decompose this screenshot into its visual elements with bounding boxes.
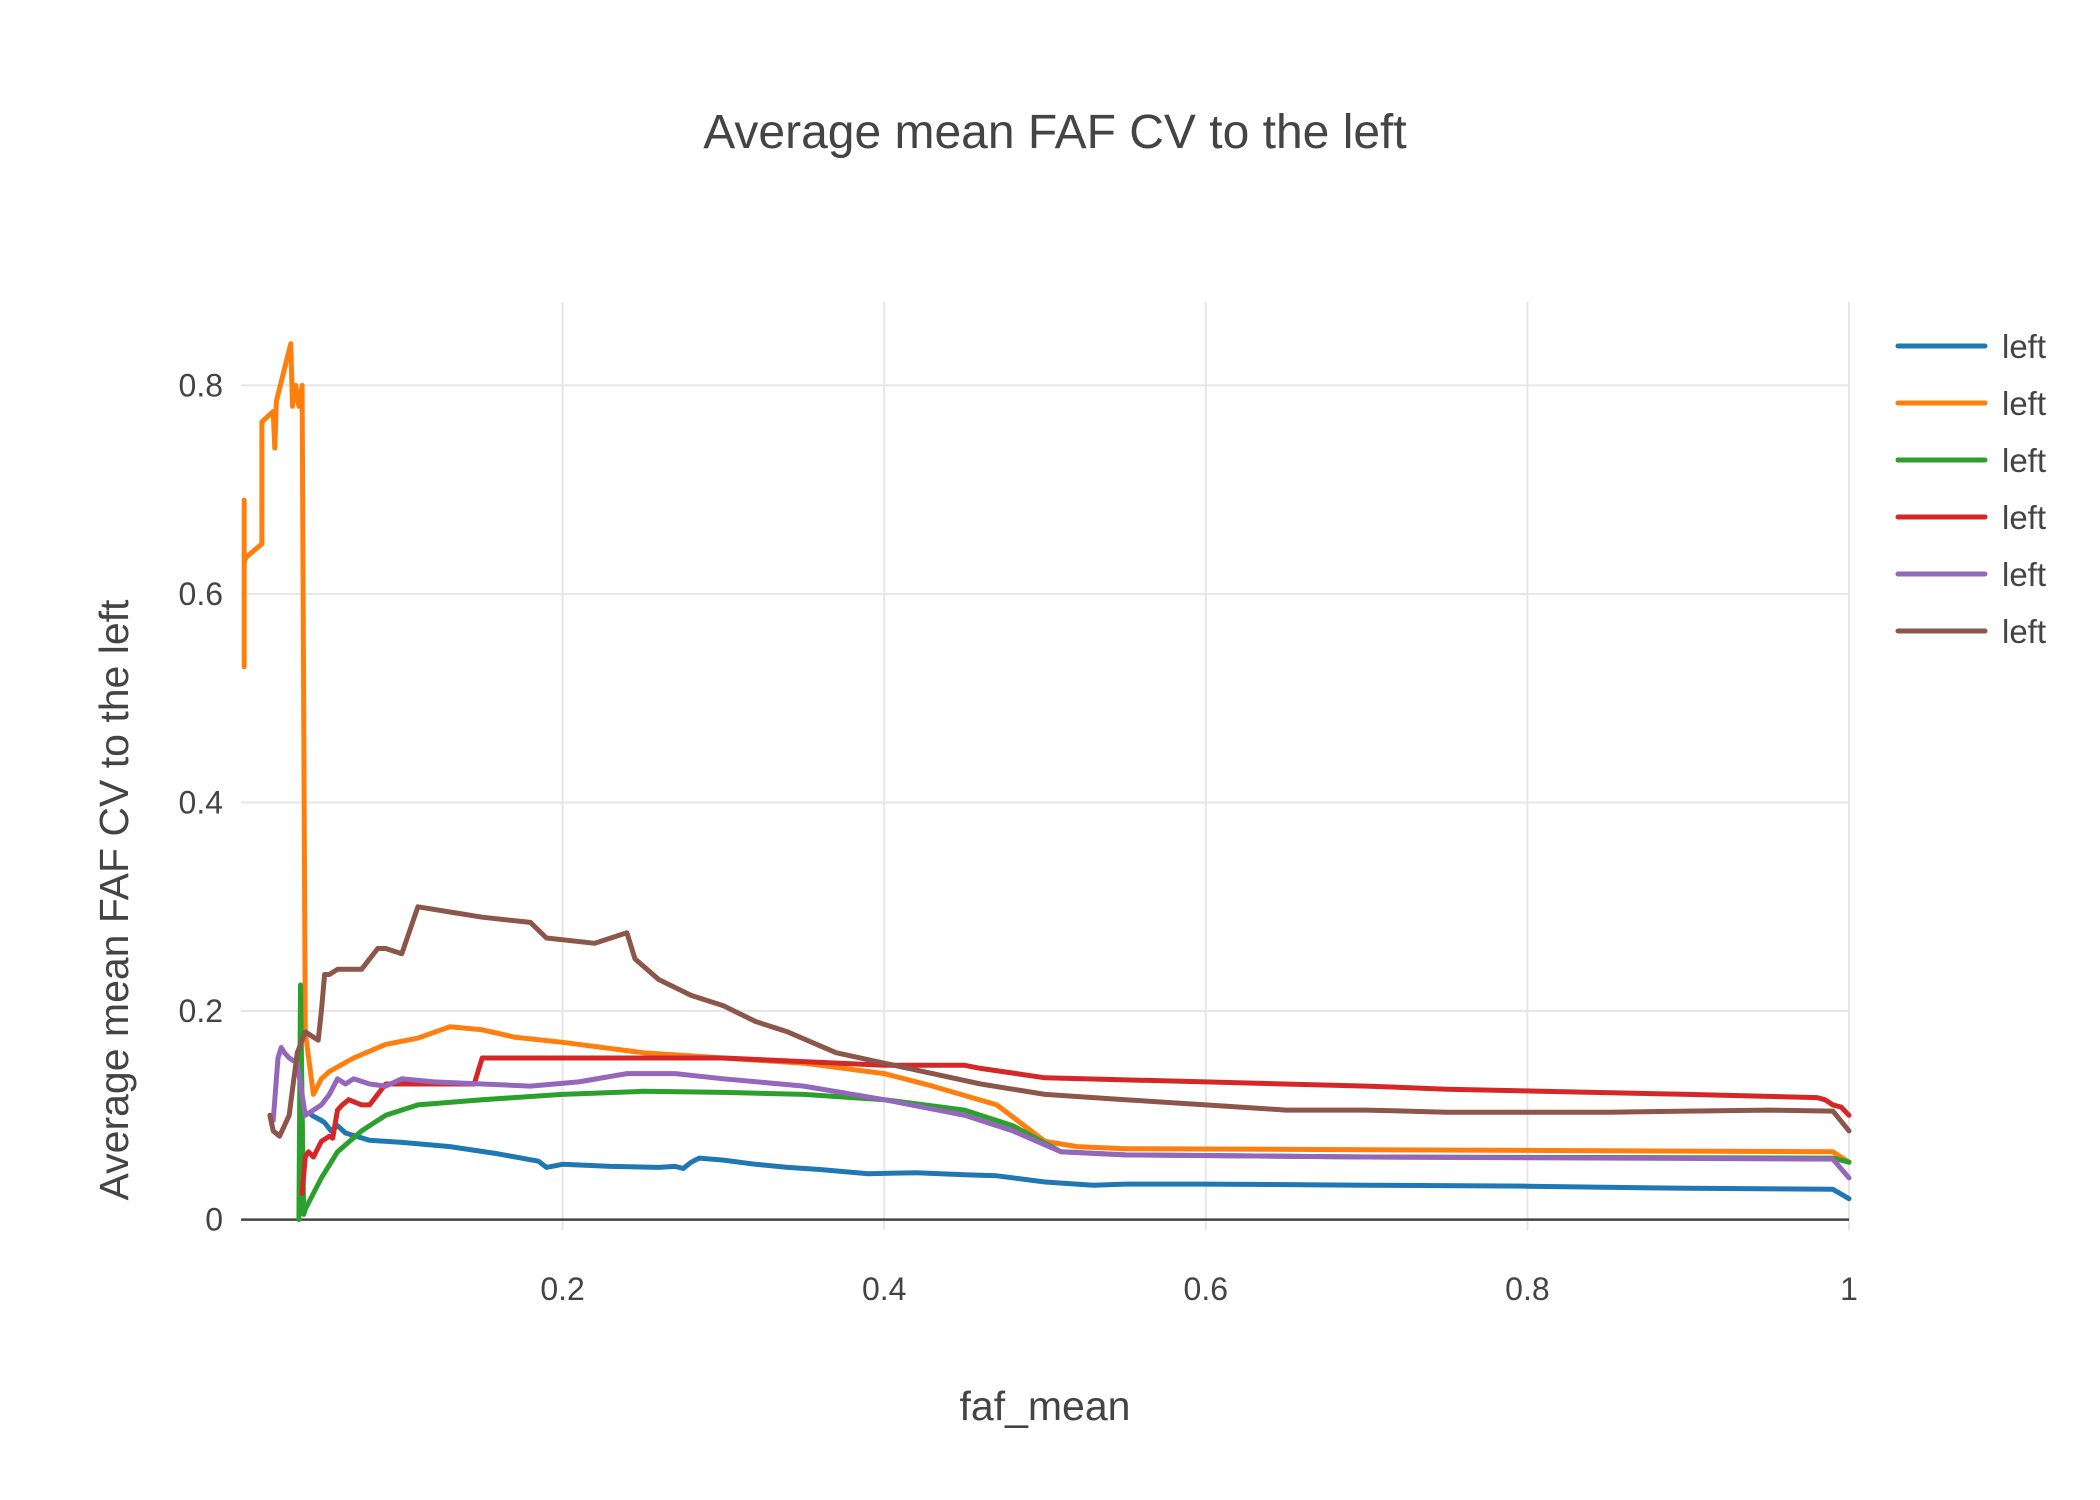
legend-item-6[interactable]: left (1895, 613, 2046, 650)
y-tick-label: 0.4 (179, 784, 223, 820)
x-tick-label: 0.4 (862, 1271, 906, 1307)
x-tick-label: 1 (1840, 1271, 1858, 1307)
series-line-2[interactable] (241, 341, 1852, 1165)
legend-label: left (2002, 328, 2046, 365)
x-tick-label: 0.2 (540, 1271, 584, 1307)
axis-ticks: 0.2 0.4 0.6 0.8 1 0 0.2 0.4 0.6 0.8 (179, 367, 1858, 1307)
x-axis-title: faf_mean (960, 1383, 1131, 1429)
y-tick-label: 0.6 (179, 576, 223, 612)
series-line-1[interactable] (309, 1112, 1852, 1202)
x-tick-label: 0.8 (1505, 1271, 1549, 1307)
series-line-6[interactable] (267, 904, 1852, 1139)
y-tick-label: 0 (205, 1202, 223, 1238)
legend-item-1[interactable]: left (1895, 328, 2046, 365)
legend-label: left (2002, 613, 2046, 650)
legend-label: left (2002, 385, 2046, 422)
legend-item-5[interactable]: left (1895, 556, 2046, 593)
y-axis-title: Average mean FAF CV to the left (91, 599, 137, 1200)
chart-title: Average mean FAF CV to the left (703, 106, 1406, 159)
legend-label: left (2002, 499, 2046, 536)
grid (241, 302, 1850, 1230)
legend-item-2[interactable]: left (1895, 385, 2046, 422)
legend-item-3[interactable]: left (1895, 442, 2046, 479)
plot-area (241, 341, 1852, 1223)
legend-item-4[interactable]: left (1895, 499, 2046, 536)
legend-label: left (2002, 442, 2046, 479)
y-tick-label: 0.2 (179, 993, 223, 1029)
series-line-5[interactable] (270, 1045, 1852, 1181)
x-tick-label: 0.6 (1184, 1271, 1228, 1307)
y-tick-label: 0.8 (179, 367, 223, 403)
legend[interactable]: left left left left left left (1895, 328, 2046, 650)
legend-label: left (2002, 556, 2046, 593)
